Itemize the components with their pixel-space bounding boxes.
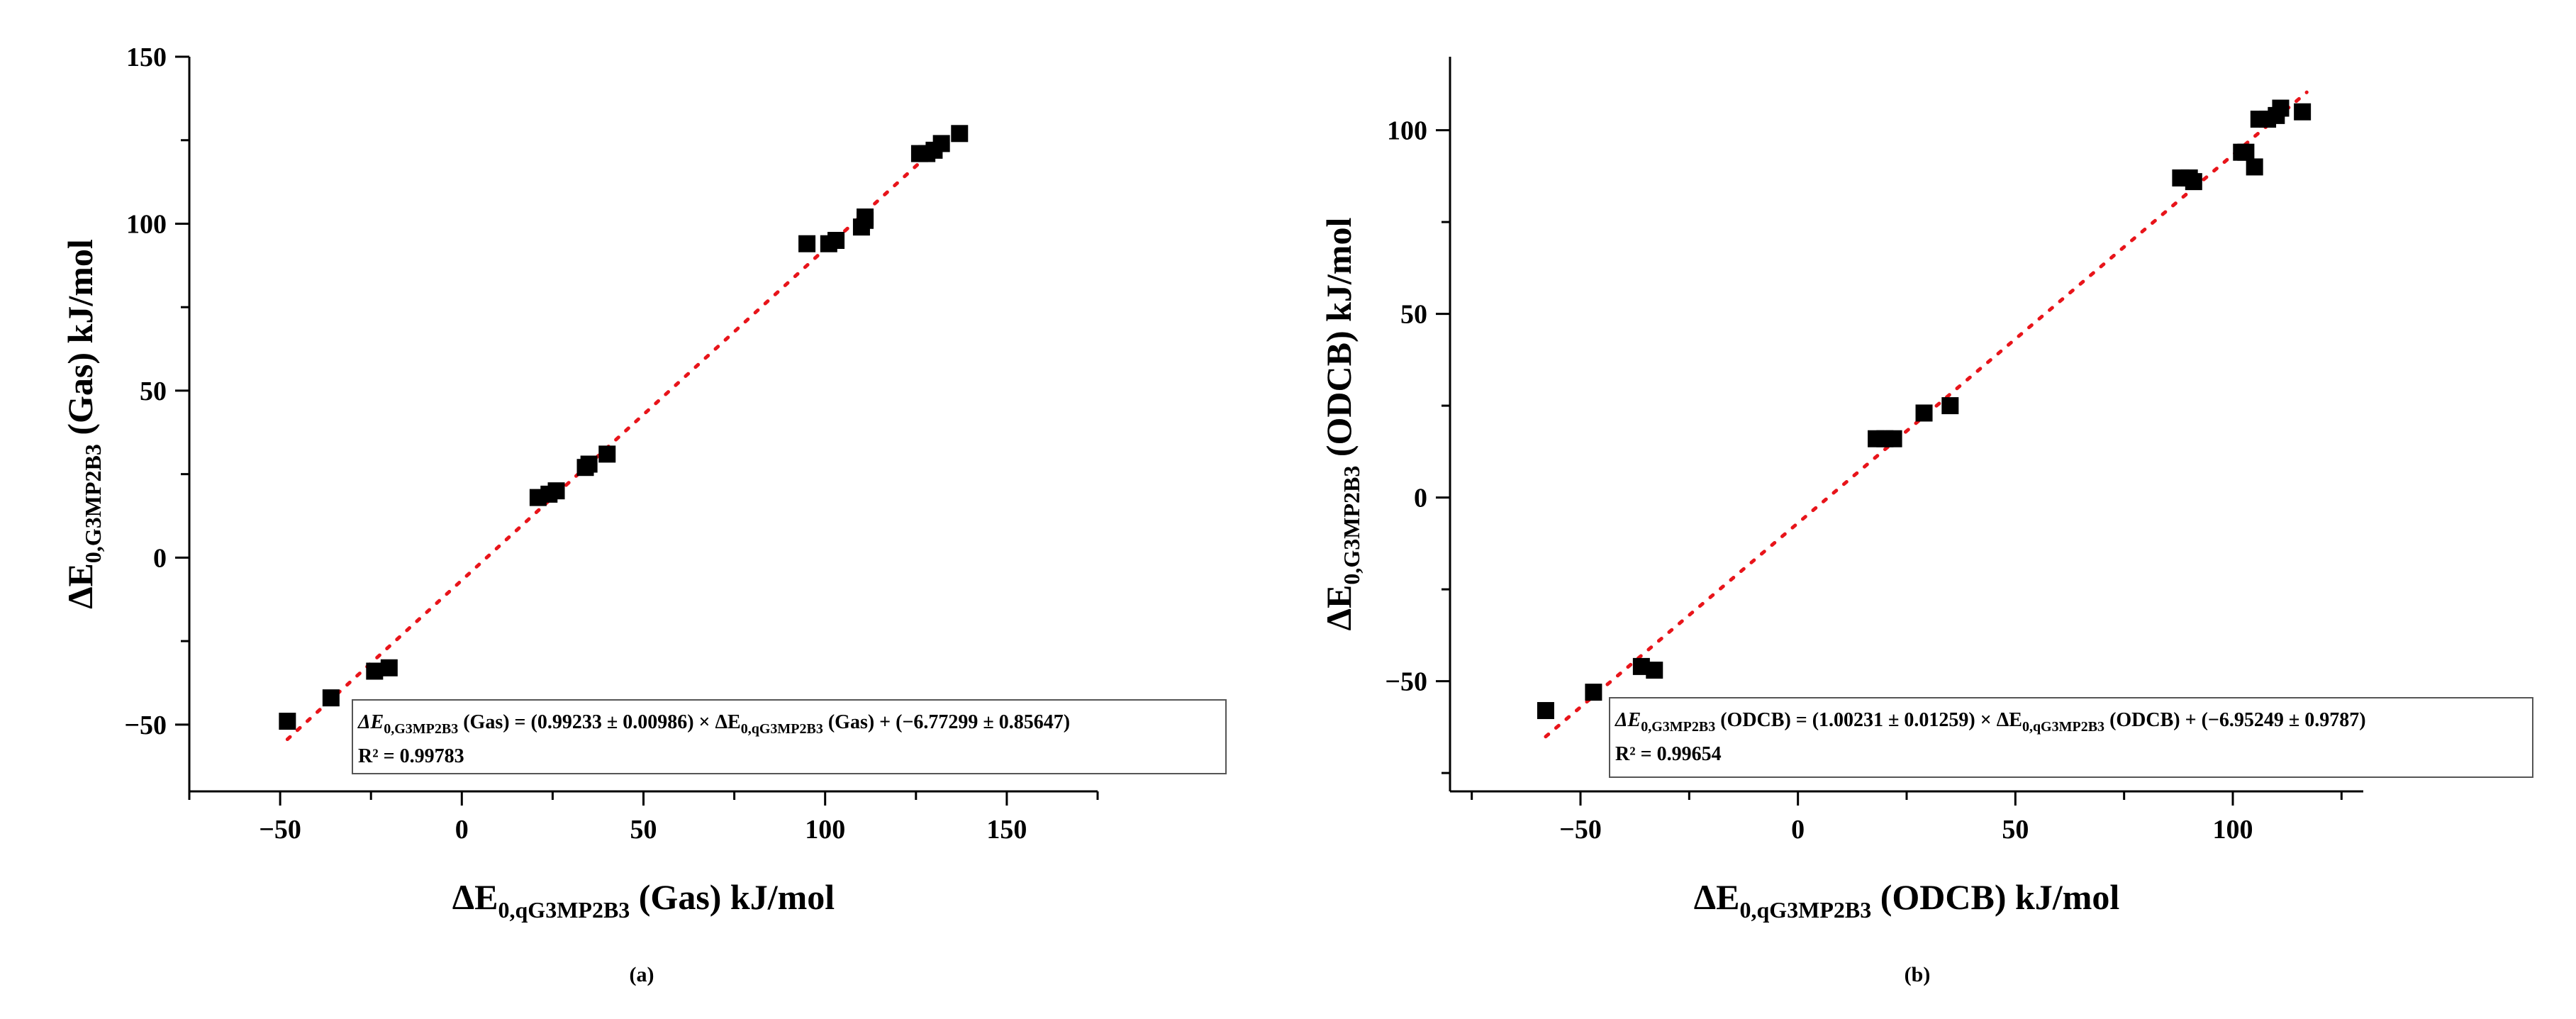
equation-line: ΔE0,G3MP2B3 (ODCB) = (1.00231 ± 0.01259)… — [1615, 709, 2366, 735]
y-tick-label: 0 — [1414, 484, 1427, 513]
y-tick-label: 50 — [140, 377, 167, 406]
data-point — [1585, 684, 1602, 701]
data-point — [2237, 143, 2255, 161]
data-point — [2272, 99, 2290, 117]
data-point — [1941, 397, 1959, 415]
x-tick-label: 100 — [805, 815, 845, 845]
y-tick-label: 50 — [1400, 300, 1427, 330]
x-tick-label: 0 — [455, 815, 469, 845]
data-point — [2246, 158, 2263, 176]
data-point — [322, 689, 340, 707]
data-point — [2294, 103, 2312, 121]
x-axis-label: ΔE0,qG3MP2B3 (ODCB) kJ/mol — [1694, 877, 2120, 923]
x-axis-label: ΔE0,qG3MP2B3 (Gas) kJ/mol — [452, 877, 835, 923]
y-tick-label: −50 — [1385, 667, 1427, 697]
panel-label: (b) — [1905, 963, 1931, 986]
data-point — [366, 662, 384, 680]
equation-box: ΔE0,G3MP2B3 (Gas) = (0.99233 ± 0.00986) … — [352, 699, 1227, 774]
x-tick-label: −50 — [259, 815, 301, 845]
y-tick-label: 100 — [1387, 116, 1427, 146]
x-tick-label: 0 — [1791, 815, 1805, 845]
x-tick-label: 100 — [2213, 815, 2253, 845]
data-point — [279, 713, 296, 730]
equation-box: ΔE0,G3MP2B3 (ODCB) = (1.00231 ± 0.01259)… — [1609, 697, 2533, 778]
x-tick-label: 150 — [986, 815, 1027, 845]
data-point — [1915, 404, 1933, 422]
r-squared-label: R² = 0.99783 — [358, 745, 464, 767]
data-point — [380, 659, 398, 676]
data-point — [598, 445, 616, 463]
data-point — [951, 125, 969, 143]
fit-line — [285, 121, 965, 742]
equation-line: ΔE0,G3MP2B3 (Gas) = (0.99233 ± 0.00986) … — [357, 711, 1070, 737]
data-point — [580, 455, 598, 473]
y-axis-label: ΔE0,G3MP2B3 (ODCB) kJ/mol — [1319, 218, 1364, 631]
data-point — [857, 208, 874, 226]
data-point — [932, 135, 950, 152]
y-tick-label: 0 — [153, 543, 167, 573]
data-point — [827, 232, 845, 249]
data-point — [798, 235, 816, 252]
x-tick-label: 50 — [630, 815, 657, 845]
x-tick-label: 50 — [2002, 815, 2029, 845]
data-point — [2185, 173, 2202, 191]
equation-box-frame — [1609, 697, 2533, 778]
data-point — [1646, 662, 1663, 679]
equation-box-frame — [352, 699, 1227, 774]
panel-label: (a) — [630, 963, 654, 986]
x-tick-label: −50 — [1559, 815, 1602, 845]
y-tick-label: 100 — [126, 209, 167, 239]
y-tick-label: 150 — [126, 43, 167, 72]
y-tick-label: −50 — [124, 711, 167, 740]
data-point — [547, 482, 565, 500]
panel-b-chart: −50 0 50 100 −50 0 50 100 ΔE0,qG3MP2B3 (ODCB) kJ… — [1319, 57, 2533, 986]
r-squared-label: R² = 0.99654 — [1615, 743, 1722, 765]
data-point — [1885, 430, 1902, 447]
data-point — [1537, 702, 1554, 720]
y-axis-label: ΔE0,G3MP2B3 (Gas) kJ/mol — [60, 239, 106, 609]
panel-a-chart: −50 0 50 100 150 −50 0 50 100 150 ΔE0,qG3MP2B3 (Ga… — [60, 43, 1227, 986]
